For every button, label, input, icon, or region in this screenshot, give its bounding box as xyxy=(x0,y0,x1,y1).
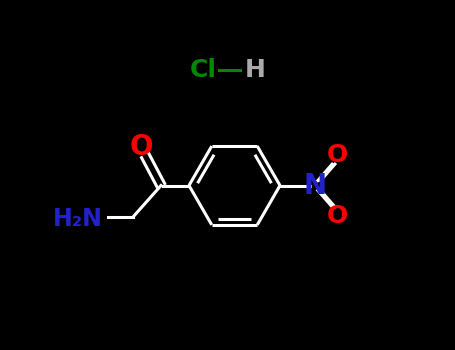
Text: O: O xyxy=(327,204,349,228)
Text: H₂N: H₂N xyxy=(53,207,103,231)
Text: O: O xyxy=(130,133,153,161)
Text: O: O xyxy=(327,143,349,167)
Text: N: N xyxy=(303,172,327,200)
Text: H: H xyxy=(245,58,266,82)
Text: Cl: Cl xyxy=(190,58,217,82)
